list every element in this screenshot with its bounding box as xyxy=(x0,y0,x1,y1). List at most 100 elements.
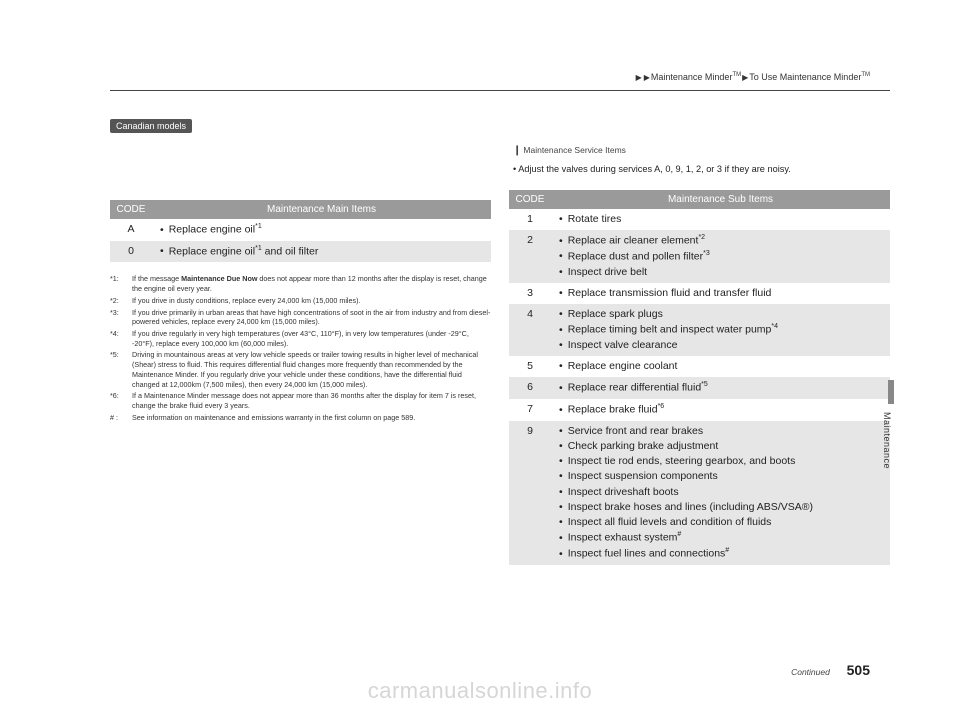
footnote: *5:Driving in mountainous areas at very … xyxy=(110,350,491,389)
list-item: Inspect brake hoses and lines (including… xyxy=(559,500,884,515)
main-items-table: CODE Maintenance Main Items A Replace eng… xyxy=(110,200,491,262)
list-item: Replace air cleaner element*2 xyxy=(559,233,884,249)
footnote-text: If a Maintenance Minder message does not… xyxy=(132,391,491,410)
col-head-code: CODE xyxy=(110,200,152,219)
link-icon: ❙ xyxy=(513,145,521,156)
list-item: Check parking brake adjustment xyxy=(559,439,884,454)
col-head-title: Maintenance Main Items xyxy=(152,200,491,219)
service-note-title: Maintenance Service Items xyxy=(523,145,626,155)
footnote-label: *3: xyxy=(110,308,132,327)
footnote: *1:If the message Maintenance Due Now do… xyxy=(110,274,491,293)
table-row: 2Replace air cleaner element*2Replace du… xyxy=(509,230,890,283)
table-row: 9Service front and rear brakesCheck park… xyxy=(509,421,890,565)
list-item: Inspect exhaust system# xyxy=(559,530,884,546)
table-row: 4Replace spark plugsReplace timing belt … xyxy=(509,304,890,356)
list-item: Inspect suspension components xyxy=(559,469,884,484)
code-cell: 2 xyxy=(509,230,551,283)
list-item: Inspect tie rod ends, steering gearbox, … xyxy=(559,454,884,469)
code-cell: 0 xyxy=(110,241,152,263)
table-row: A Replace engine oil*1 xyxy=(110,219,491,241)
footnote: # :See information on maintenance and em… xyxy=(110,413,491,423)
side-tab-label: Maintenance xyxy=(882,412,892,469)
footnote-text: If you drive in dusty conditions, replac… xyxy=(132,296,491,306)
footnote-text: If you drive primarily in urban areas th… xyxy=(132,308,491,327)
arrow-icon: ▶ xyxy=(636,73,642,82)
list-item: Replace engine coolant xyxy=(559,359,884,374)
list-item: Service front and rear brakes xyxy=(559,424,884,439)
table-row: 5 Replace engine coolant xyxy=(509,356,890,377)
code-cell: 7 xyxy=(509,399,551,421)
code-cell: 4 xyxy=(509,304,551,356)
code-cell: A xyxy=(110,219,152,241)
list-item: Inspect driveshaft boots xyxy=(559,485,884,500)
sub-items-table: CODE Maintenance Sub Items 1Rotate tires… xyxy=(509,190,890,565)
top-rule xyxy=(110,90,890,91)
code-cell: 9 xyxy=(509,421,551,565)
list-item: Replace rear differential fluid*5 xyxy=(559,380,884,396)
arrow-icon: ▶ xyxy=(644,73,650,82)
list-item: Inspect all fluid levels and condition o… xyxy=(559,515,884,530)
footnote: *2:If you drive in dusty conditions, rep… xyxy=(110,296,491,306)
table-row: 0 Replace engine oil*1 and oil filter xyxy=(110,241,491,263)
service-note: ❙Maintenance Service Items • Adjust the … xyxy=(509,144,890,176)
footnote-label: *6: xyxy=(110,391,132,410)
page: ▶▶Maintenance MinderTM▶To Use Maintenanc… xyxy=(0,0,960,722)
code-cell: 3 xyxy=(509,283,551,304)
list-item: Replace brake fluid*6 xyxy=(559,402,884,418)
continued-label: Continued xyxy=(791,667,830,677)
list-item: Inspect valve clearance xyxy=(559,338,884,353)
list-item: Rotate tires xyxy=(559,212,884,227)
breadcrumb: ▶▶Maintenance MinderTM▶To Use Maintenanc… xyxy=(635,72,870,82)
items-cell: Replace transmission fluid and transfer … xyxy=(551,283,890,304)
list-item: Inspect fuel lines and connections# xyxy=(559,546,884,562)
table-row: 7 Replace brake fluid*6 xyxy=(509,399,890,421)
breadcrumb-b: To Use Maintenance Minder xyxy=(749,72,861,82)
right-column: ❙Maintenance Service Items • Adjust the … xyxy=(509,144,890,565)
list-item: Replace engine oil*1 xyxy=(160,222,485,238)
footnote-label: *1: xyxy=(110,274,132,293)
items-cell: Replace engine oil*1 xyxy=(152,219,491,241)
list-item: Replace engine oil*1 and oil filter xyxy=(160,244,485,260)
code-cell: 6 xyxy=(509,377,551,399)
model-badge: Canadian models xyxy=(110,119,192,133)
breadcrumb-a: Maintenance Minder xyxy=(651,72,733,82)
table-row: 3Replace transmission fluid and transfer… xyxy=(509,283,890,304)
side-tab: Maintenance xyxy=(876,400,890,500)
items-cell: Replace brake fluid*6 xyxy=(551,399,890,421)
items-cell: Replace engine coolant xyxy=(551,356,890,377)
items-cell: Replace spark plugsReplace timing belt a… xyxy=(551,304,890,356)
footnote-text: Driving in mountainous areas at very low… xyxy=(132,350,491,389)
footnotes: *1:If the message Maintenance Due Now do… xyxy=(110,274,491,422)
items-cell: Rotate tires xyxy=(551,209,890,230)
service-note-header: ❙Maintenance Service Items xyxy=(513,144,890,159)
left-column: CODE Maintenance Main Items A Replace eng… xyxy=(110,144,491,565)
footnote-label: # : xyxy=(110,413,132,423)
footnote-text: If you drive regularly in very high temp… xyxy=(132,329,491,348)
items-cell: Replace rear differential fluid*5 xyxy=(551,377,890,399)
list-item: Replace spark plugs xyxy=(559,307,884,322)
list-item: Replace timing belt and inspect water pu… xyxy=(559,322,884,338)
tm-mark: TM xyxy=(861,72,870,78)
list-item: Replace dust and pollen filter*3 xyxy=(559,249,884,265)
footnote: *4:If you drive regularly in very high t… xyxy=(110,329,491,348)
footnote: *3:If you drive primarily in urban areas… xyxy=(110,308,491,327)
tm-mark: TM xyxy=(732,72,741,78)
table-row: 1 Rotate tires xyxy=(509,209,890,230)
items-cell: Replace engine oil*1 and oil filter xyxy=(152,241,491,263)
col-head-code: CODE xyxy=(509,190,551,209)
code-cell: 5 xyxy=(509,356,551,377)
items-cell: Service front and rear brakesCheck parki… xyxy=(551,421,890,565)
list-item: Inspect drive belt xyxy=(559,265,884,280)
footnote-text: If the message Maintenance Due Now does … xyxy=(132,274,491,293)
watermark: carmanualsonline.info xyxy=(0,678,960,704)
arrow-icon: ▶ xyxy=(742,73,748,82)
service-note-body: • Adjust the valves during services A, 0… xyxy=(513,163,890,176)
side-tab-bar xyxy=(888,380,894,404)
items-cell: Replace air cleaner element*2Replace dus… xyxy=(551,230,890,283)
content-columns: CODE Maintenance Main Items A Replace eng… xyxy=(110,144,890,565)
code-cell: 1 xyxy=(509,209,551,230)
footnote-label: *2: xyxy=(110,296,132,306)
page-footer: Continued 505 xyxy=(791,662,870,678)
table-row: 6 Replace rear differential fluid*5 xyxy=(509,377,890,399)
footnote-label: *5: xyxy=(110,350,132,389)
